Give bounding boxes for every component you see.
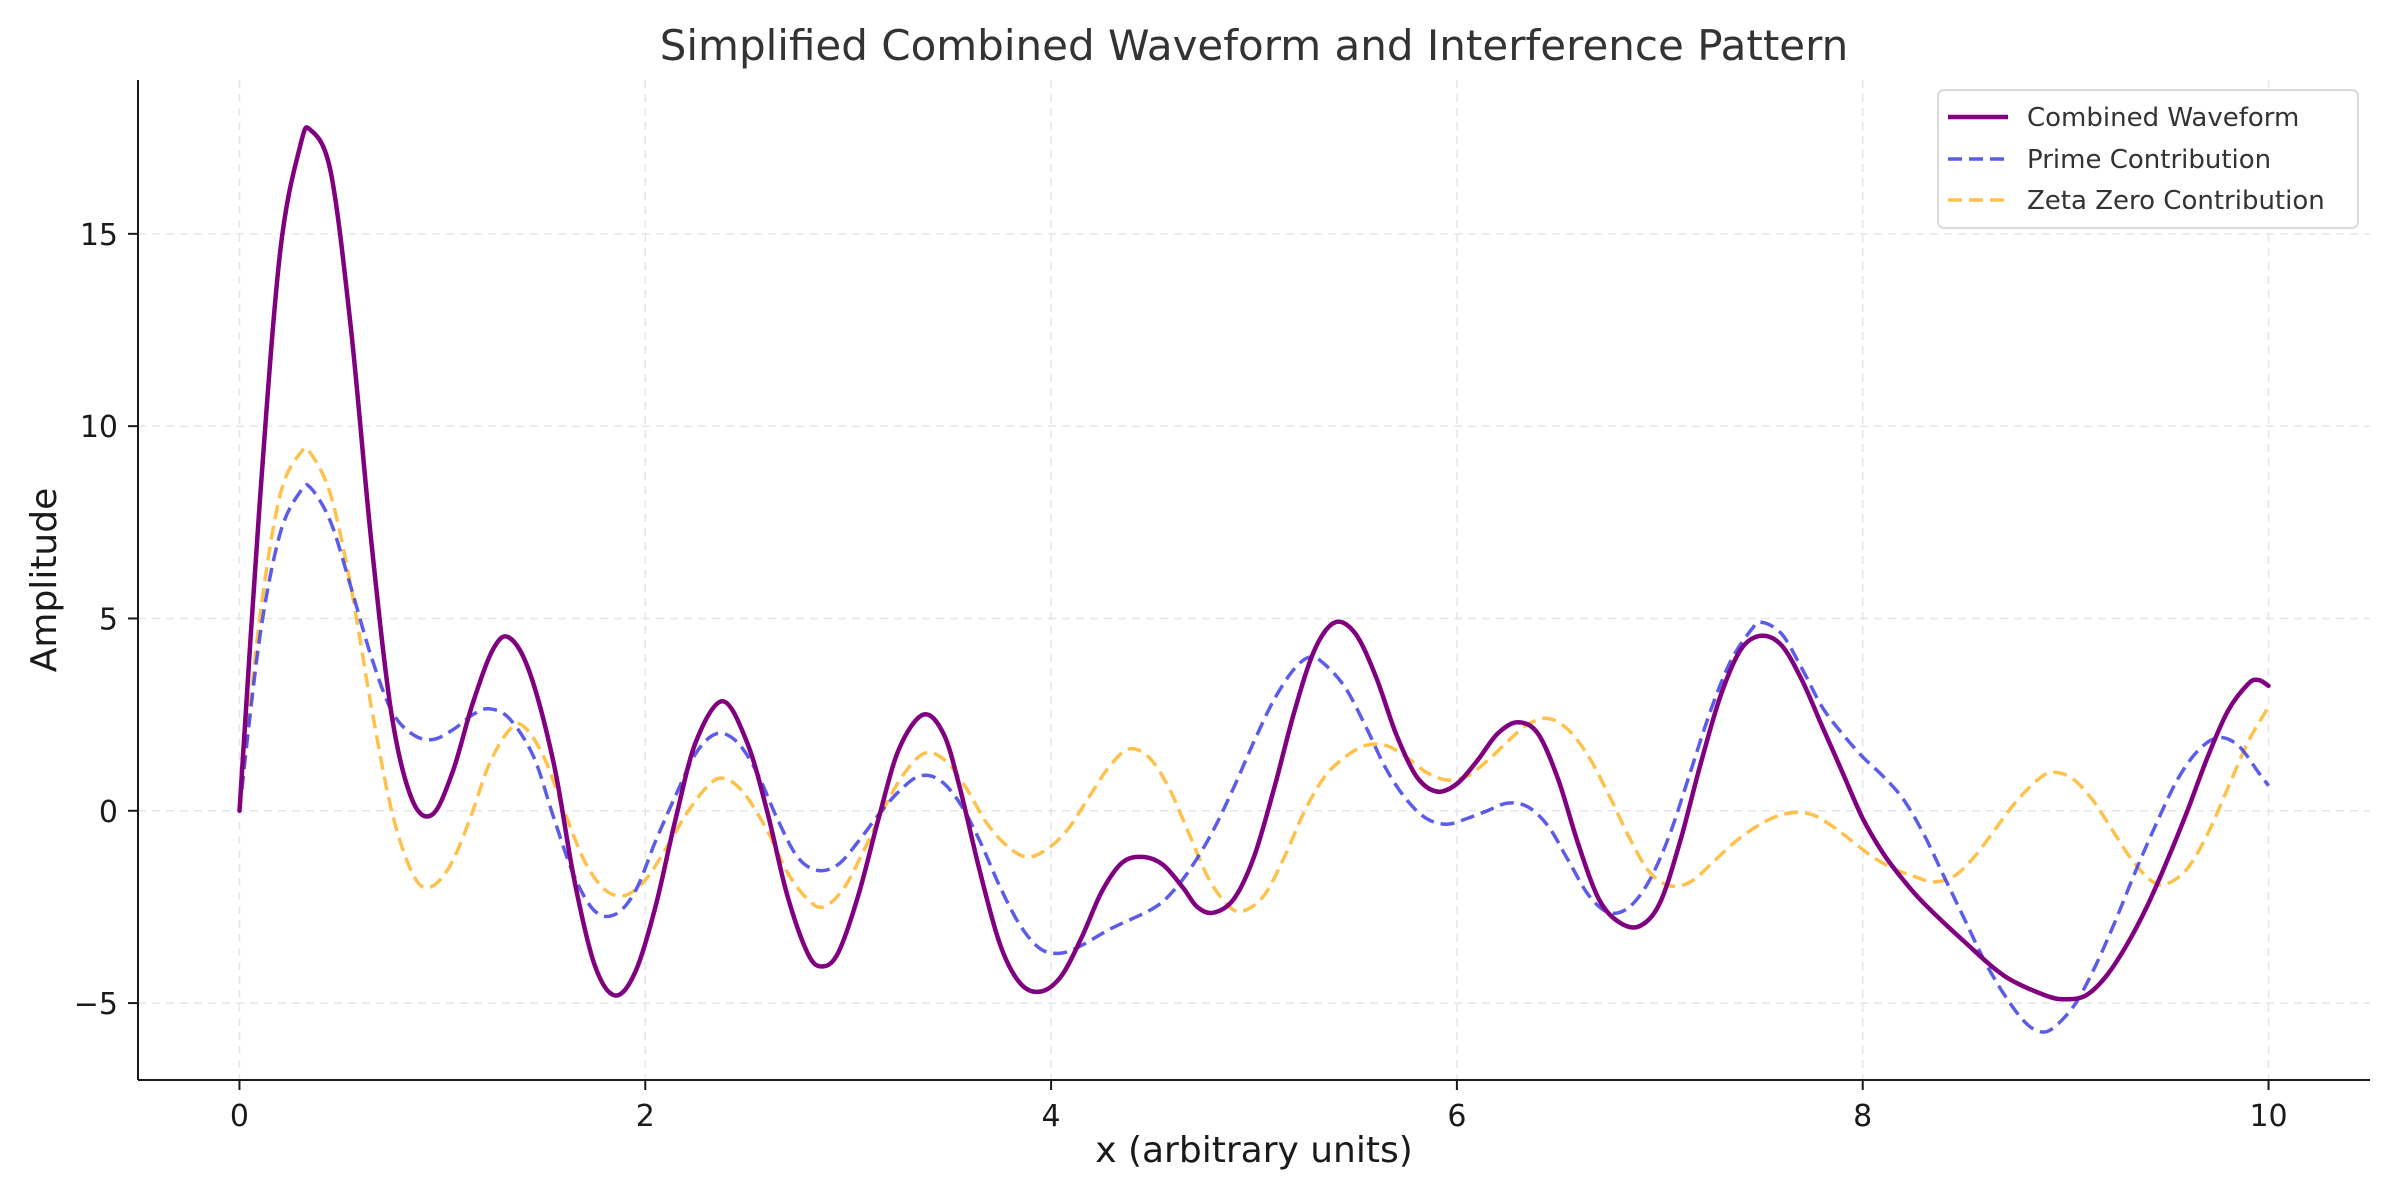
x-tick-label: 6: [1447, 1099, 1466, 1134]
y-tick-label: 10: [80, 410, 118, 445]
x-ticks: 0 2 4 6 8 10: [230, 1080, 2288, 1134]
y-tick-label: 15: [80, 218, 118, 253]
axes: [137, 80, 2370, 1081]
legend-label-combined-waveform: Combined Waveform: [2027, 103, 2299, 133]
series-line-combined-waveform: [237, 125, 2271, 1002]
y-tick-label: 5: [99, 602, 118, 637]
y-tick-label: 0: [99, 795, 118, 830]
legend-label-zeta-zero-contribution: Zeta Zero Contribution: [2027, 186, 2325, 216]
y-tick-label: −5: [74, 987, 118, 1022]
x-axis-label: x (arbitrary units): [1095, 1130, 1413, 1171]
x-tick-label: 10: [2249, 1099, 2287, 1134]
legend: Combined Waveform Prime Contribution Zet…: [1937, 89, 2359, 229]
x-tick-label: 0: [230, 1099, 249, 1134]
chart-title: Simplified Combined Waveform and Interfe…: [660, 21, 1849, 70]
grid: [138, 80, 2370, 1080]
x-tick-label: 4: [1042, 1099, 1061, 1134]
x-tick-label: 2: [636, 1099, 655, 1134]
series-line-prime-contribution: [237, 482, 2270, 1034]
legend-label-prime-contribution: Prime Contribution: [2027, 145, 2271, 175]
y-ticks: −5 0 5 10 15: [74, 218, 138, 1022]
series-group: [237, 125, 2271, 1034]
x-tick-label: 8: [1853, 1099, 1872, 1134]
legend-box: [1937, 89, 2359, 229]
y-axis-label: Amplitude: [24, 488, 65, 672]
